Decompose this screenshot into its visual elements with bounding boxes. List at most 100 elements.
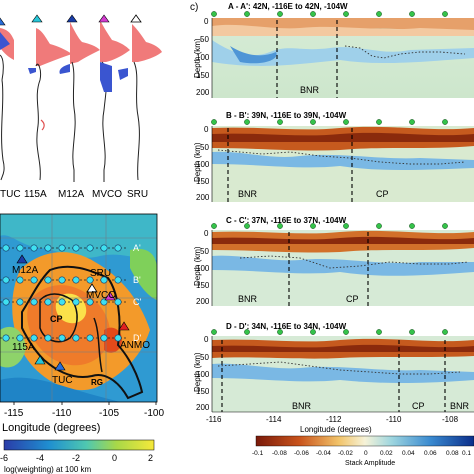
svg-text:200: 200 (196, 88, 210, 97)
map-station-label: M12A (12, 265, 38, 276)
map-panel: M12A SRU MVCO ANMO 115A TUC CP RG A' B' … (0, 213, 164, 474)
section-b: B - B': 39N, -116E to 39N, -104W BNR CP (211, 111, 474, 202)
section-region-label: BNR (238, 189, 258, 199)
mvco-marker (98, 14, 110, 23)
map-mvco-marker (104, 291, 116, 301)
waveform-m12a (59, 22, 100, 182)
weighting-tick: 2 (148, 453, 153, 463)
svg-text:0: 0 (364, 450, 368, 457)
svg-text:-116: -116 (206, 415, 222, 424)
stack-colorbar-ticks: -0.1 -0.08 -0.06 -0.04 -0.02 0 0.02 0.04… (252, 450, 471, 457)
station-label: MVCO (92, 189, 122, 200)
depth-ticks-c: 0 50 100 150 200 (196, 229, 210, 306)
svg-text:-0.04: -0.04 (316, 450, 331, 457)
svg-text:150: 150 (196, 177, 210, 186)
depth-axis-label: Depth (km) (193, 352, 202, 392)
map-station-label: 115A (12, 342, 35, 353)
svg-text:50: 50 (200, 247, 209, 256)
map-tuc-marker (54, 361, 66, 371)
weighting-tick: -2 (72, 453, 80, 463)
weighting-tick: 0 (112, 453, 117, 463)
section-region-label: BNR (450, 401, 470, 411)
map-station-label: TUC (52, 375, 73, 386)
svg-text:0.04: 0.04 (402, 450, 415, 457)
map-lon-tick: -105 (99, 408, 119, 419)
stack-colorbar (255, 435, 474, 447)
depth-ticks-a: 0 50 100 150 200 (196, 17, 210, 97)
section-region-label: BNR (292, 401, 312, 411)
svg-text:200: 200 (196, 403, 210, 412)
svg-text:0: 0 (204, 229, 209, 238)
map-region-label: RG (91, 378, 103, 387)
profile-label: D' (133, 333, 141, 343)
svg-text:-0.06: -0.06 (294, 450, 309, 457)
m12a-marker (66, 14, 78, 23)
section-title: B - B': 39N, -116E to 39N, -104W (226, 111, 347, 120)
weighting-tick: -4 (36, 453, 44, 463)
svg-text:-112: -112 (326, 415, 342, 424)
map-station-label: MVCO (86, 290, 116, 301)
depth-axes (211, 18, 474, 413)
svg-text:0.06: 0.06 (424, 450, 437, 457)
weighting-label: log(weighting) at 100 km (4, 465, 91, 474)
section-region-label: BNR (238, 294, 258, 304)
section-lon-label: Longitude (degrees) (300, 425, 372, 434)
svg-text:-108: -108 (442, 415, 459, 424)
svg-text:50: 50 (200, 353, 209, 362)
depth-axis-label: Depth (km) (193, 142, 202, 182)
weighting-tick: -6 (0, 453, 8, 463)
map-lon-tick: -110 (52, 408, 72, 419)
weighting-colorbar (3, 439, 155, 451)
section-c: C - C': 37N, -116E to 37N, -104W BNR CP (211, 216, 474, 306)
waveform-panel: TUC 115A M12A MVCO SRU (0, 14, 162, 200)
depth-ticks-d: 0 50 100 150 200 (196, 335, 210, 412)
svg-text:150: 150 (196, 71, 210, 80)
profile-label: C' (133, 297, 141, 307)
station-label: M12A (58, 189, 84, 200)
map-xlabel: Longitude (degrees) (2, 422, 100, 434)
svg-text:-114: -114 (266, 415, 282, 424)
waveform-sru (118, 24, 162, 181)
section-d: D - D': 34N, -116E to 34N, -104W BNR CP … (211, 322, 474, 412)
svg-text:150: 150 (196, 387, 210, 396)
depth-ticks-b: 0 50 100 150 200 (196, 125, 210, 202)
section-a: A - A': 42N, -116E to 42N, -104W BNR (211, 2, 474, 98)
sru-marker (130, 14, 142, 23)
section-title: C - C': 37N, -116E to 37N, -104W (226, 216, 347, 225)
svg-text:-0.08: -0.08 (272, 450, 287, 457)
svg-text:0.1: 0.1 (462, 450, 471, 457)
map-lon-tick: -100 (144, 408, 164, 419)
svg-text:0: 0 (204, 335, 209, 344)
station-label: SRU (127, 189, 148, 200)
svg-text:0.08: 0.08 (446, 450, 459, 457)
map-m12a-marker (16, 254, 28, 264)
svg-text:100: 100 (196, 264, 210, 273)
profile-lines (0, 244, 128, 342)
section-region-label: CP (346, 294, 359, 304)
profile-label: A' (133, 243, 141, 253)
svg-text:100: 100 (196, 160, 210, 169)
stack-colorbar-label: Stack Amplitude (345, 460, 395, 467)
svg-text:0.02: 0.02 (380, 450, 393, 457)
map-lon-tick: -115 (4, 408, 24, 419)
115a-marker (31, 14, 43, 23)
profile-label: B' (133, 275, 141, 285)
station-label: TUC (0, 189, 21, 200)
svg-text:150: 150 (196, 281, 210, 290)
section-region-label: CP (412, 401, 425, 411)
map-station-label: ANMO (120, 340, 150, 351)
waveform-115a (28, 28, 72, 181)
tuc-marker (0, 17, 6, 26)
map-sru-marker (86, 283, 98, 293)
depth-axis-label: Depth (km) (193, 246, 202, 286)
svg-text:100: 100 (196, 53, 210, 62)
svg-text:0: 0 (204, 125, 209, 134)
svg-text:200: 200 (196, 297, 210, 306)
svg-text:0: 0 (204, 17, 209, 26)
panel-c-label: c) (190, 2, 198, 13)
station-label: 115A (24, 189, 47, 200)
map-station-label: SRU (90, 268, 111, 279)
map-115a-marker (34, 355, 46, 365)
map-region-label: CP (50, 314, 63, 324)
